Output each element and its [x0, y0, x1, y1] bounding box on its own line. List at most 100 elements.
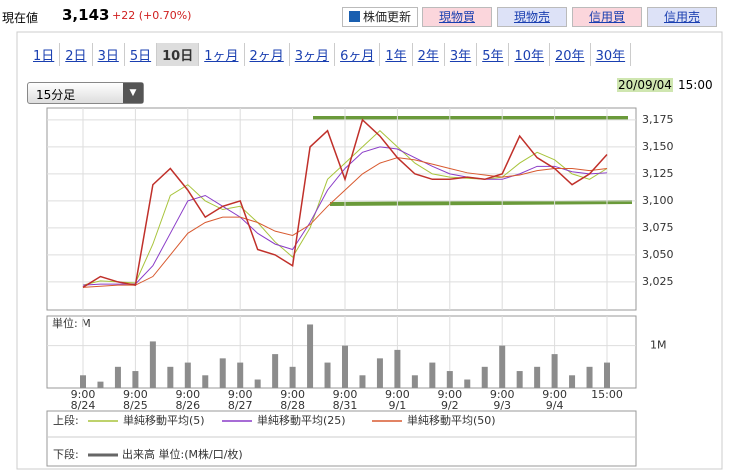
volume-bar [569, 375, 576, 388]
volume-bar [80, 375, 86, 388]
price: 3,143 [62, 6, 110, 24]
trade-button[interactable]: 現物売 [497, 7, 567, 27]
x-tick-date: 8/24 [71, 399, 96, 412]
trend-line [329, 200, 633, 206]
x-tick-date: 9/4 [546, 399, 564, 412]
price-plot [46, 107, 637, 311]
x-tick-date: 8/31 [333, 399, 358, 412]
volume-bar [376, 358, 383, 388]
period-tab[interactable]: 20年 [550, 43, 591, 66]
y-tick-label: 3,150 [642, 140, 674, 153]
volume-bar [411, 375, 418, 388]
x-tick-time: 15:00 [591, 388, 623, 401]
volume-bar [464, 379, 471, 388]
trade-button[interactable]: 信用買 [572, 7, 642, 27]
volume-bar [516, 371, 523, 388]
price-line [82, 118, 608, 288]
date: 20/09/04 [617, 78, 673, 92]
period-tab[interactable]: 1ヶ月 [199, 43, 245, 66]
volume-bar [446, 371, 453, 388]
x-tick-time: 9:00 [123, 388, 148, 401]
y-tick-label: 3,175 [642, 113, 674, 126]
legend-volume: 出来高 単位:(M株/口/枚) [122, 447, 243, 461]
x-tick-date: 8/28 [280, 399, 305, 412]
interval-select[interactable]: 15分足 ▼ [27, 82, 144, 104]
y-tick-label: 3,100 [642, 194, 674, 207]
x-tick-date: 9/2 [441, 399, 459, 412]
trade-button[interactable]: 信用売 [647, 7, 717, 27]
volume-unit: 単位: M [52, 316, 91, 330]
period-tab[interactable]: 1年 [380, 43, 413, 66]
legend-label: 単純移動平均(5) [123, 413, 205, 427]
x-tick-time: 9:00 [333, 388, 358, 401]
period-tab[interactable]: 2ヶ月 [245, 43, 290, 66]
volume-bar [586, 366, 593, 388]
y-tick-label: 3,025 [642, 275, 674, 288]
volume-bar [114, 366, 121, 388]
tabs: 1日 2日 3日 5日 10日 1ヶ月 2ヶ月 3ヶ月 6ヶ月 1年 2年 3年 5年 10年 20年 30年 [28, 43, 632, 66]
y-tick-label: 3,075 [642, 221, 674, 234]
period-tab[interactable]: 3年 [445, 43, 478, 66]
select-text: 15分足 [36, 88, 76, 102]
volume-bar [429, 362, 436, 388]
legend-label: 単純移動平均(50) [407, 413, 496, 427]
x-tick-time: 9:00 [280, 388, 305, 401]
volume-bar [132, 371, 139, 388]
x-tick-date: 8/26 [175, 399, 200, 412]
volume-bar [149, 341, 156, 388]
period-tab[interactable]: 3ヶ月 [290, 43, 336, 66]
period-tab[interactable]: 10年 [509, 43, 551, 66]
trade-button[interactable]: 現物買 [422, 7, 492, 27]
x-tick-date: 9/3 [493, 399, 511, 412]
ma-line [82, 146, 608, 286]
period-tab[interactable]: 5年 [477, 43, 510, 66]
volume-bar [289, 366, 296, 388]
volume-bar [324, 362, 331, 388]
volume-bar [219, 358, 226, 388]
volume-bar [604, 362, 610, 388]
volume-bar [481, 366, 488, 388]
x-tick-date: 8/25 [123, 399, 148, 412]
period-tab[interactable]: 6ヶ月 [335, 43, 381, 66]
legend-lower: 下段: [53, 447, 79, 461]
volume-bar [342, 345, 348, 388]
x-tick-date: 8/27 [228, 399, 253, 412]
ma-line [82, 157, 608, 288]
x-tick-time: 9:00 [542, 388, 567, 401]
period-tab[interactable]: 10日 [157, 43, 200, 66]
volume-bar [237, 362, 244, 388]
period-tab[interactable]: 2日 [60, 43, 93, 66]
y-tick-label: 3,050 [642, 248, 674, 261]
volume-bar [394, 349, 401, 388]
ma-line [82, 130, 608, 286]
volume-bar [254, 379, 261, 388]
x-tick-time: 9:00 [175, 388, 200, 401]
y-tick-label: 3,125 [642, 167, 674, 180]
volume-bar [272, 354, 279, 388]
refresh-text: 株価更新 [362, 10, 411, 24]
time: 15:00 [678, 78, 713, 92]
period-tab[interactable]: 1日 [28, 43, 61, 66]
x-tick-time: 9:00 [71, 388, 96, 401]
volume-bar [551, 354, 558, 388]
volume-bar [534, 366, 541, 388]
volume-bar [97, 381, 104, 388]
period-tab[interactable]: 2年 [413, 43, 445, 66]
panel [16, 31, 723, 470]
volume-bar [202, 375, 209, 388]
volume-bar [359, 375, 366, 388]
volume-bar [184, 362, 191, 388]
volume-bar [307, 324, 314, 388]
x-tick-time: 9:00 [385, 388, 410, 401]
price-label: 現在値 [2, 11, 39, 25]
period-tab[interactable]: 30年 [591, 43, 632, 66]
period-tab[interactable]: 3日 [93, 43, 125, 66]
refresh-button[interactable]: 株価更新 [342, 7, 418, 27]
legend-label: 単純移動平均(25) [257, 413, 346, 427]
x-tick-time: 9:00 [490, 388, 515, 401]
volume-bar [499, 345, 506, 388]
volume-bar [167, 366, 174, 388]
period-tab[interactable]: 5日 [125, 43, 158, 66]
